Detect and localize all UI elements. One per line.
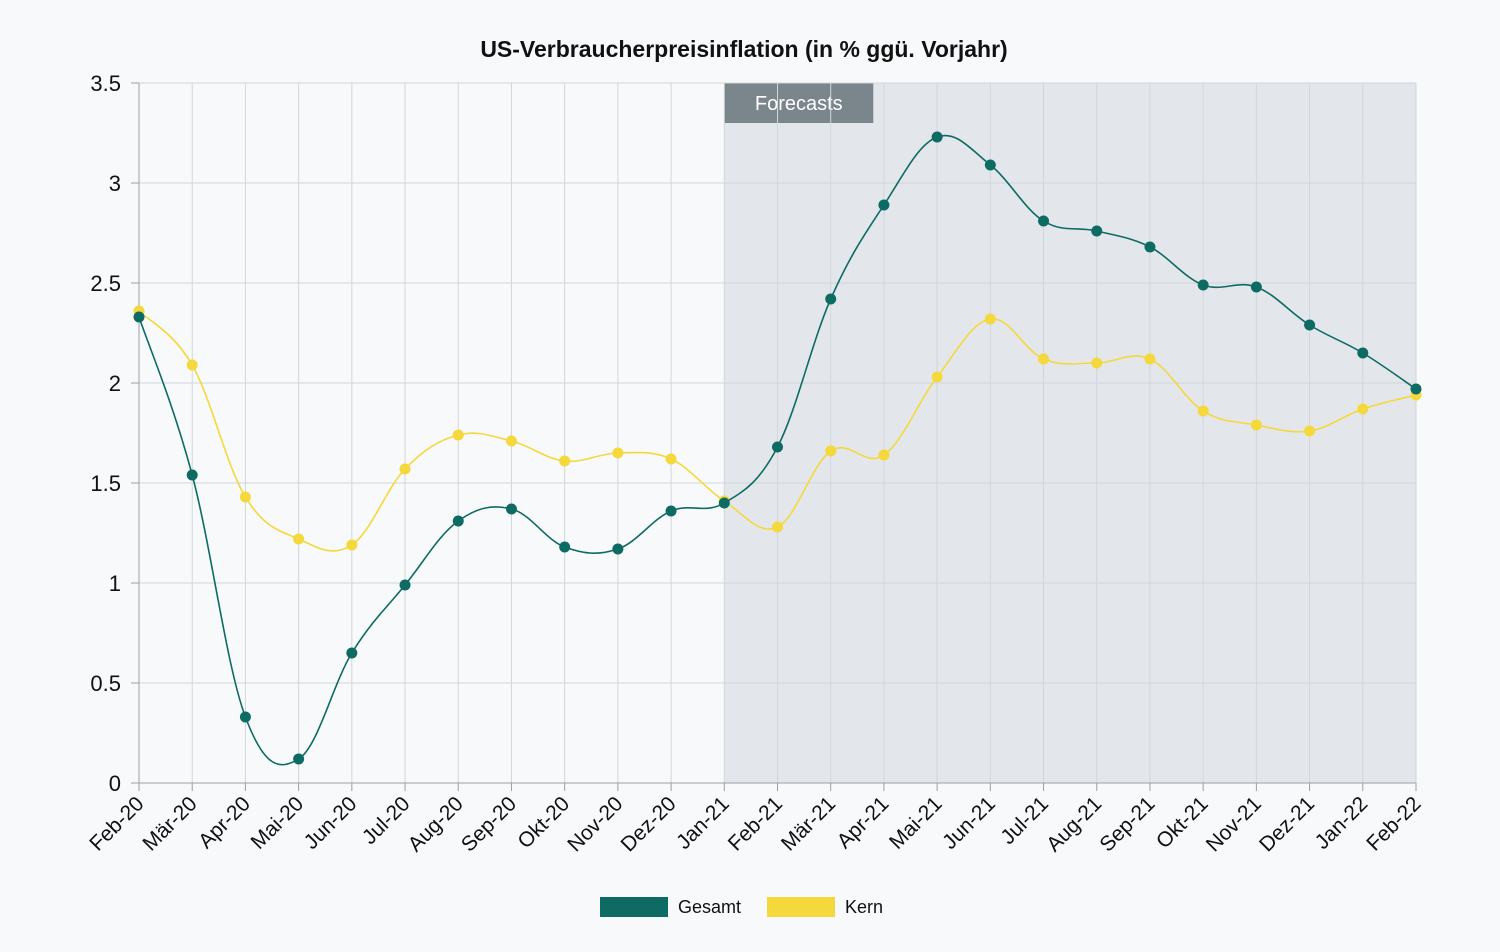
y-tick-label: 1 (109, 571, 121, 596)
series-kern-point (1038, 353, 1050, 365)
x-tick-label: Jun-21 (938, 792, 1000, 854)
x-tick-label: Okt-21 (1152, 792, 1213, 853)
x-tick-label: Dez-20 (616, 792, 680, 856)
series-kern-point (239, 491, 251, 503)
series-gesamt-point (1038, 215, 1050, 227)
series-gesamt-point (878, 199, 890, 211)
series-kern-point (1091, 357, 1103, 369)
y-tick-label: 0 (109, 771, 121, 796)
series-kern-point (1144, 353, 1156, 365)
series-gesamt-point (1410, 383, 1422, 395)
series-kern-point (346, 539, 358, 551)
legend-swatch-gesamt (600, 897, 668, 917)
series-kern-point (452, 429, 464, 441)
x-tick-label: Okt-20 (513, 792, 574, 853)
series-kern-point (1197, 405, 1209, 417)
legend-item-gesamt: Gesamt (600, 897, 741, 917)
series-kern-point (1357, 403, 1369, 415)
x-tick-label: Sep-20 (457, 792, 521, 856)
series-gesamt-point (346, 647, 358, 659)
x-tick-label: Jan-21 (672, 792, 734, 854)
x-tick-label: Feb-22 (1362, 792, 1425, 855)
series-gesamt-point (186, 469, 198, 481)
series-gesamt-point (505, 503, 517, 515)
x-tick-label: Mär-20 (138, 792, 201, 855)
series-kern-point (559, 455, 571, 467)
x-tick-label: Apr-20 (194, 792, 255, 853)
legend-label-gesamt: Gesamt (678, 897, 741, 917)
y-tick-label: 0.5 (90, 671, 121, 696)
x-tick-label: Jan-22 (1311, 792, 1373, 854)
y-tick-label: 1.5 (90, 471, 121, 496)
series-kern-point (186, 359, 198, 371)
y-tick-label: 2.5 (90, 271, 121, 296)
x-tick-label: Feb-21 (724, 792, 787, 855)
series-kern-point (984, 313, 996, 325)
series-kern-point (772, 521, 783, 533)
series-gesamt-point (1357, 347, 1369, 359)
forecast-label-box (724, 83, 874, 123)
series-kern-point (825, 445, 837, 457)
y-tick-label: 3.5 (90, 71, 121, 96)
x-tick-label: Dez-21 (1255, 792, 1319, 856)
y-tick-label: 2 (109, 371, 121, 396)
chart-title: US-Verbraucherpreisinflation (in % ggü. … (480, 36, 1007, 62)
legend-label-kern: Kern (845, 897, 883, 917)
forecast-region: Forecasts (724, 83, 1416, 783)
x-tick-label: Sep-21 (1095, 792, 1159, 856)
x-tick-label: Aug-20 (404, 792, 468, 856)
forecast-label: Forecasts (755, 93, 843, 115)
x-tick-label: Mai-21 (885, 792, 947, 854)
series-kern-point (665, 453, 677, 465)
series-gesamt-point (1250, 281, 1262, 293)
x-tick-label: Jun-20 (300, 792, 362, 854)
series-gesamt-point (1091, 225, 1103, 237)
forecast-shade (724, 83, 1416, 783)
series-gesamt-point (239, 711, 251, 723)
series-gesamt-point (931, 131, 943, 143)
y-tick-label: 3 (109, 171, 121, 196)
series-gesamt-point (452, 515, 464, 527)
series-lines (133, 131, 1422, 766)
series-gesamt-point (612, 543, 624, 555)
series-kern-point (1250, 419, 1262, 431)
series-gesamt-point (825, 293, 837, 305)
legend: Gesamt Kern (600, 897, 883, 917)
series-kern-point (931, 371, 943, 383)
series-gesamt-point (399, 579, 411, 591)
series-kern-point (1304, 425, 1316, 437)
x-tick-label: Nov-20 (563, 792, 627, 856)
x-tick-label: Mai-20 (246, 792, 308, 854)
x-tick-label: Mär-21 (777, 792, 840, 855)
series-gesamt-point (718, 497, 730, 509)
series-gesamt (133, 131, 1422, 766)
series-gesamt-point (293, 753, 305, 765)
series-gesamt-point (133, 311, 145, 323)
series-kern-point (878, 449, 890, 461)
series-kern-point (399, 463, 411, 475)
x-tick-label: Feb-20 (85, 792, 148, 855)
legend-item-kern: Kern (767, 897, 883, 917)
series-gesamt-point (1144, 241, 1156, 253)
legend-swatch-kern (767, 897, 835, 917)
series-gesamt-point (772, 441, 783, 453)
series-kern-point (612, 447, 624, 459)
series-kern-point (293, 533, 305, 545)
series-gesamt-point (1197, 279, 1209, 291)
x-tick-label: Apr-21 (833, 792, 894, 853)
series-gesamt-point (559, 541, 571, 553)
series-kern (133, 305, 1422, 552)
x-tick-label: Aug-21 (1042, 792, 1106, 856)
series-kern-point (505, 435, 517, 447)
series-gesamt-point (665, 505, 677, 517)
x-tick-label: Nov-21 (1202, 792, 1266, 856)
series-gesamt-point (1304, 319, 1316, 331)
series-gesamt-point (984, 159, 996, 171)
